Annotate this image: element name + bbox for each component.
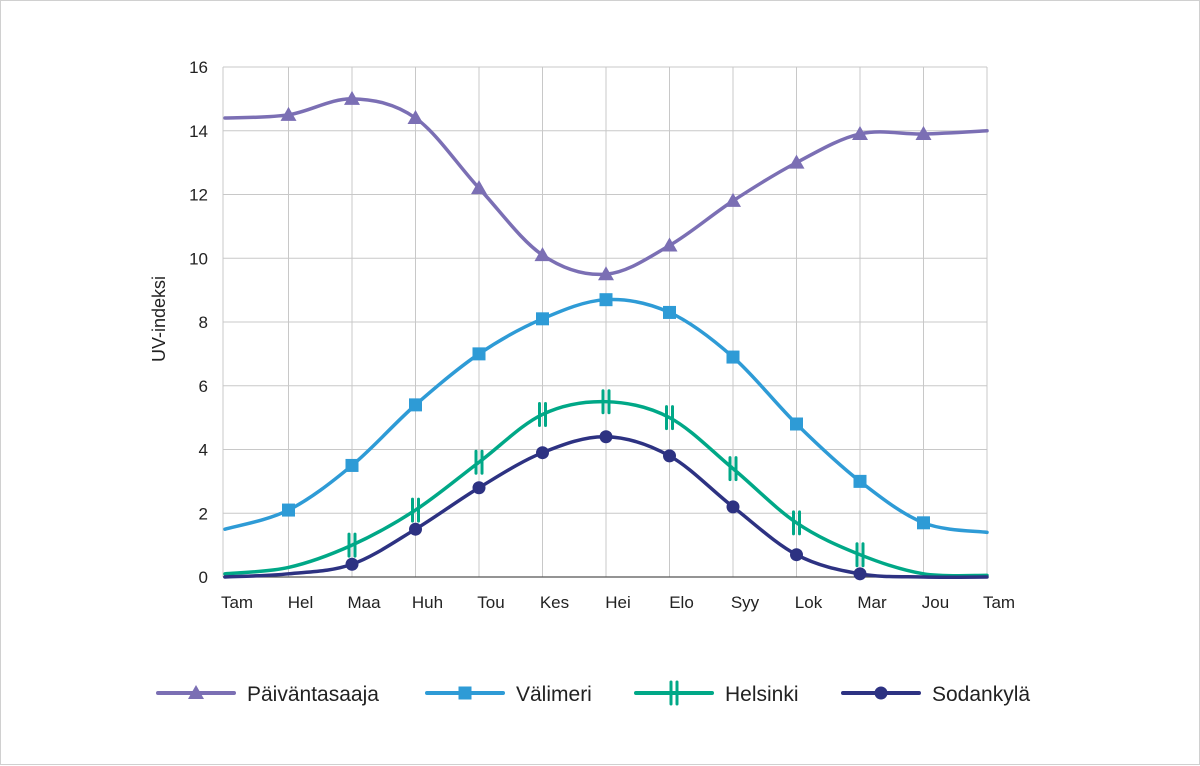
data-point-sodankyla	[345, 557, 359, 571]
data-point-paivantasaaja	[788, 154, 805, 169]
data-point-helsinki	[728, 456, 738, 482]
data-point-helsinki	[347, 532, 357, 558]
y-tick-label: 4	[199, 441, 208, 460]
gridlines	[223, 66, 987, 578]
x-tick-label: Syy	[731, 593, 760, 612]
x-tick-label: Maa	[347, 593, 381, 612]
y-tick-label: 10	[189, 249, 208, 268]
tick-labels: 0 2 4 6 8 10 12 14 16 Tam Hel Maa Huh Tou Kes Hei Elo Syy…	[189, 58, 1015, 612]
data-point-sodankyla	[790, 548, 803, 562]
legend: Päiväntasaaja Välimeri Helsinki Sodankylä	[156, 680, 1030, 706]
data-point-valimeri	[917, 516, 930, 530]
data-point-valimeri	[599, 293, 613, 307]
data-point-paivantasaaja	[915, 125, 932, 140]
data-point-valimeri	[790, 417, 803, 431]
x-tick-label: Hei	[605, 593, 631, 612]
y-tick-label: 0	[199, 568, 208, 587]
legend-item-valimeri: Välimeri	[425, 683, 592, 706]
data-point-helsinki	[411, 497, 420, 523]
data-point-sodankyla	[853, 567, 867, 581]
data-point-sodankyla	[472, 481, 486, 495]
data-point-paivantasaaja	[725, 192, 741, 207]
legend-item-sodankyla: Sodankylä	[841, 683, 1030, 706]
data-point-paivantasaaja	[407, 110, 424, 124]
legend-marker-helsinki	[669, 680, 679, 706]
data-point-sodankyla	[409, 522, 422, 536]
x-tick-label: Tam	[221, 593, 253, 612]
data-point-paivantasaaja	[344, 90, 360, 105]
data-point-helsinki	[792, 510, 801, 536]
legend-label-valimeri: Välimeri	[516, 683, 592, 706]
data-point-helsinki	[474, 449, 484, 475]
data-point-valimeri	[409, 398, 422, 412]
data-point-valimeri	[853, 474, 867, 488]
data-point-paivantasaaja	[534, 247, 551, 262]
x-tick-label: Jou	[922, 593, 949, 612]
legend-label-sodankyla: Sodankylä	[932, 683, 1030, 706]
data-point-valimeri	[663, 305, 676, 319]
data-point-paivantasaaja	[661, 237, 678, 252]
y-tick-label: 6	[199, 377, 208, 396]
data-point-paivantasaaja	[852, 125, 868, 140]
data-point-sodankyla	[536, 446, 549, 460]
data-point-helsinki	[538, 401, 547, 427]
data-point-valimeri	[472, 347, 486, 361]
data-point-valimeri	[726, 350, 740, 364]
data-point-helsinki	[855, 542, 865, 568]
data-point-sodankyla	[599, 430, 613, 444]
legend-label-paivantasaaja: Päiväntasaaja	[247, 683, 379, 706]
series-line-helsinki	[223, 399, 989, 578]
x-tick-label: Huh	[412, 593, 443, 612]
y-tick-label: 2	[199, 504, 208, 523]
data-point-sodankyla	[663, 449, 676, 463]
legend-marker-sodankyla	[874, 686, 888, 700]
y-axis-label: UV-indeksi	[149, 276, 169, 362]
data-point-valimeri	[345, 458, 359, 472]
legend-label-helsinki: Helsinki	[725, 683, 799, 706]
data-point-valimeri	[282, 503, 295, 517]
data-point-paivantasaaja	[598, 266, 614, 281]
legend-item-helsinki: Helsinki	[634, 680, 799, 706]
data-point-helsinki	[665, 405, 674, 431]
y-tick-label: 16	[189, 58, 208, 77]
x-tick-label: Mar	[857, 593, 887, 612]
x-tick-label: Lok	[795, 593, 823, 612]
legend-marker-paivantasaaja	[188, 685, 204, 699]
x-tick-label: Tam	[983, 593, 1015, 612]
data-point-paivantasaaja	[471, 180, 487, 195]
y-tick-label: 14	[189, 122, 208, 141]
legend-marker-valimeri	[458, 686, 472, 700]
x-tick-label: Tou	[477, 593, 504, 612]
data-point-valimeri	[536, 312, 549, 326]
legend-item-paivantasaaja: Päiväntasaaja	[156, 683, 379, 706]
series-markers	[280, 90, 932, 581]
y-tick-label: 8	[199, 313, 208, 332]
data-point-sodankyla	[726, 500, 740, 514]
x-tick-label: Hel	[288, 593, 314, 612]
x-tick-label: Elo	[669, 593, 694, 612]
data-point-paivantasaaja	[280, 106, 297, 121]
data-point-helsinki	[601, 389, 611, 415]
x-tick-label: Kes	[540, 593, 569, 612]
y-tick-label: 12	[189, 186, 208, 205]
